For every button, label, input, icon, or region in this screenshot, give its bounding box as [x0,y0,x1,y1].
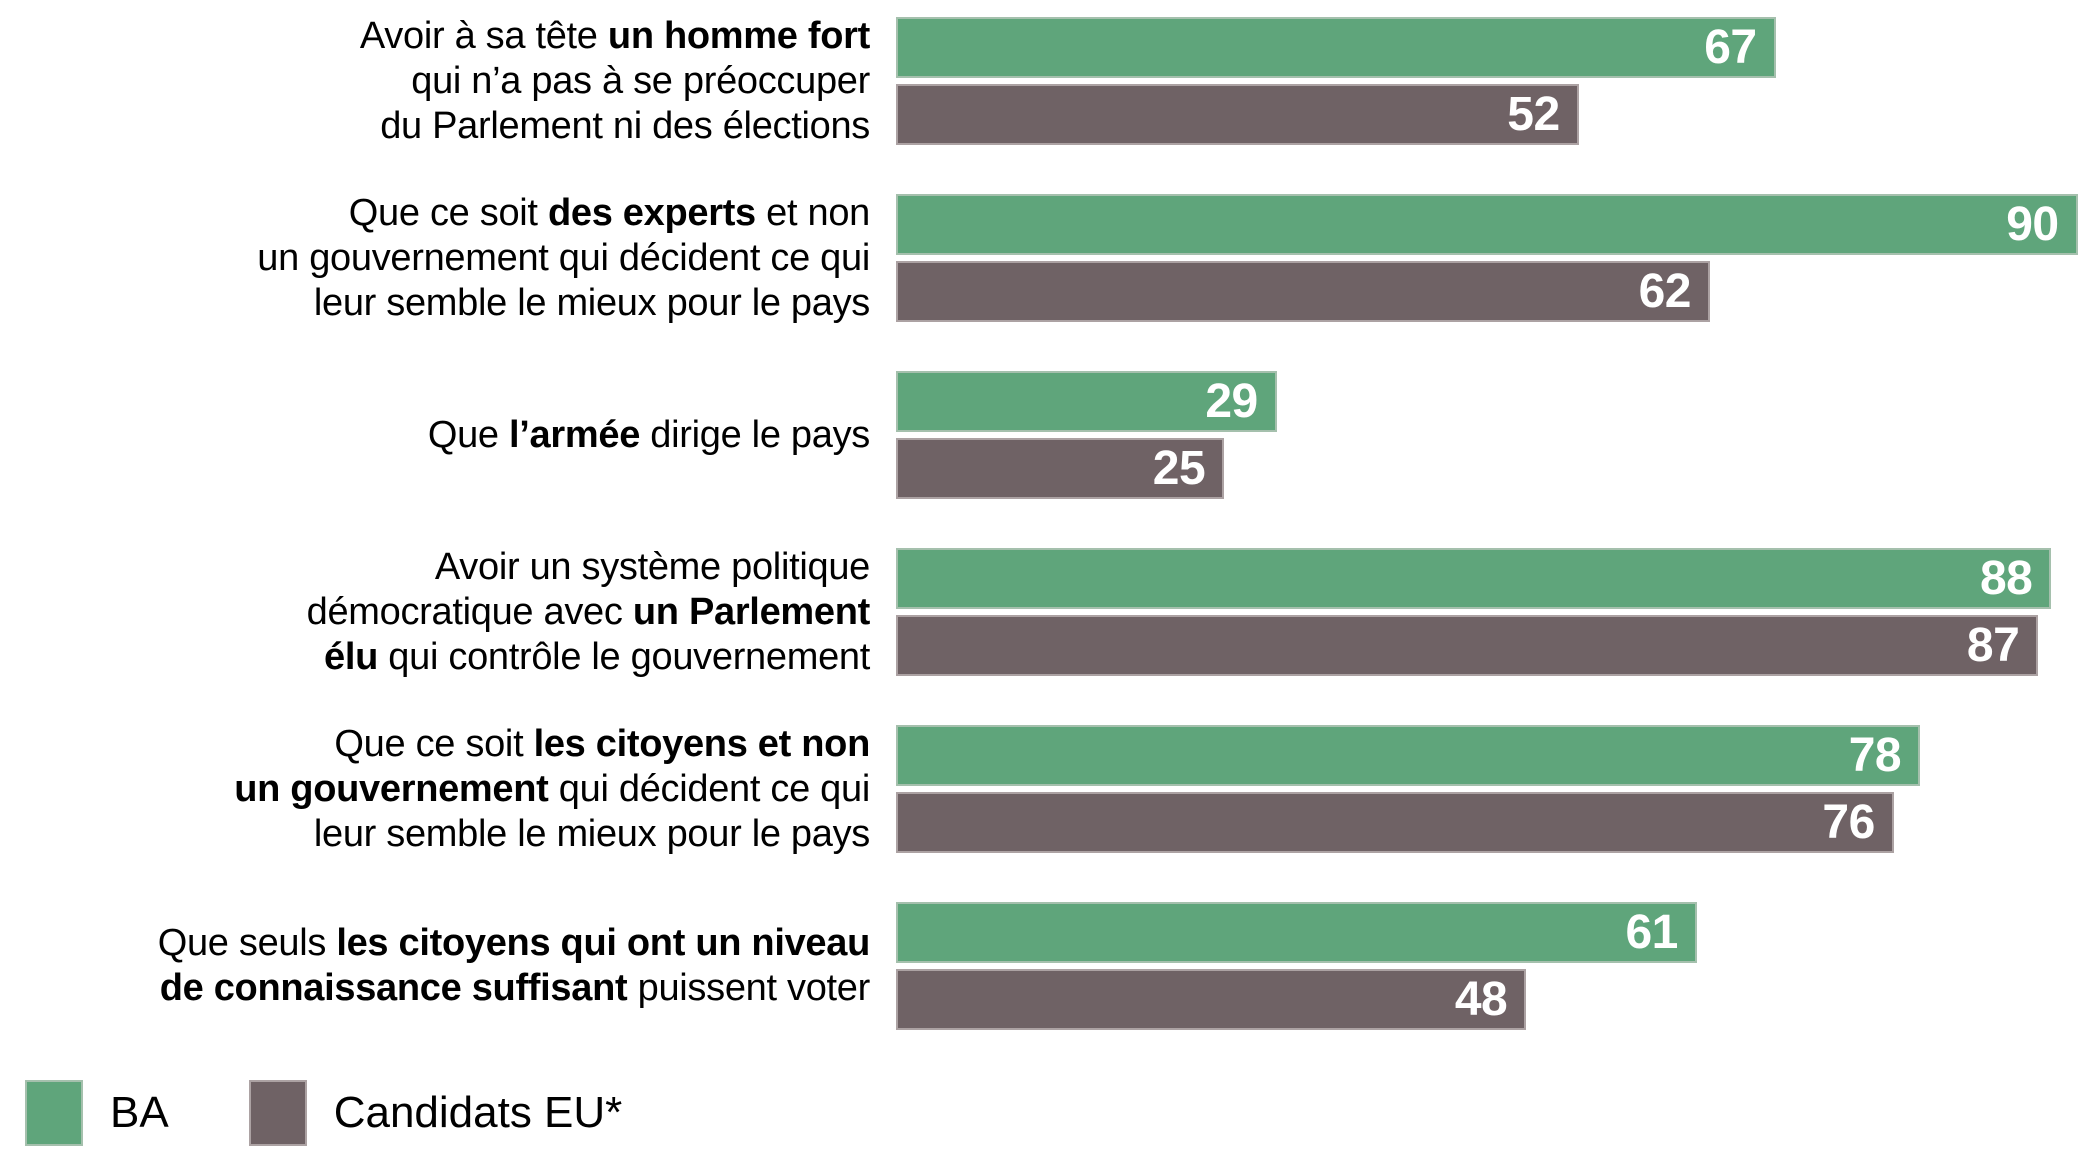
bar-ba: 61 [896,902,1697,963]
bar-eu: 48 [896,969,1527,1030]
bar-value: 29 [1205,375,1258,428]
legend-label-ba: BA [110,1088,169,1137]
category-label: Que l’armée dirige le pays [427,413,870,456]
bar-ba: 90 [896,194,2078,255]
category-label: Que ce soit les citoyens et non un gouver… [234,722,870,855]
chart-rows: Avoir à sa tête un homme fort qui n’a pas… [0,15,2096,1030]
chart-row: Que l’armée dirige le pays 29 25 [0,371,2096,499]
bar-value: 90 [2006,198,2059,251]
category-label: Que ce soit des experts et non un gouvern… [257,191,870,324]
bar-value: 76 [1822,796,1875,849]
bar-value: 61 [1625,906,1678,959]
bar-eu: 76 [896,792,1894,853]
bar-ba: 67 [896,17,1776,78]
legend-label-candidats-eu: Candidats EU* [333,1088,623,1137]
bar-ba: 78 [896,725,1921,786]
legend-item-candidats-eu: Candidats EU* [248,1080,623,1146]
legend: BA Candidats EU* [25,1080,2096,1146]
chart-row: Que seuls les citoyens qui ont un niveau… [0,902,2096,1030]
bar-value: 87 [1966,619,2020,672]
bar-value: 52 [1507,88,1560,141]
chart-row: Avoir à sa tête un homme fort qui n’a pas… [0,15,2096,147]
chart-row: Que ce soit les citoyens et non un gouver… [0,723,2096,855]
bar-value: 62 [1638,265,1692,318]
legend-item-ba: BA [25,1080,169,1146]
category-label: Avoir un système politique démocratique a… [306,545,871,678]
bar-ba: 88 [896,548,2052,609]
category-label: Que seuls les citoyens qui ont un niveau… [157,922,871,1009]
bar-ba: 29 [896,371,1277,432]
bar-eu: 87 [896,615,2039,676]
category-label: Avoir à sa tête un homme fort qui n’a pas… [359,14,870,147]
bar-value: 67 [1704,21,1757,74]
bar-eu: 52 [896,84,1579,145]
bar-eu: 62 [896,261,1710,322]
bar-value: 25 [1152,442,1206,495]
bar-value: 88 [1979,552,2033,605]
bar-value: 78 [1848,729,1902,782]
chart-row: Avoir un système politique démocratique a… [0,546,2096,678]
bar-value: 48 [1454,973,1508,1026]
bar-eu: 25 [896,438,1225,499]
legend-swatch-candidats-eu-icon [248,1080,307,1146]
chart-row: Que ce soit des experts et non un gouvern… [0,192,2096,324]
legend-swatch-ba-icon [25,1080,83,1146]
